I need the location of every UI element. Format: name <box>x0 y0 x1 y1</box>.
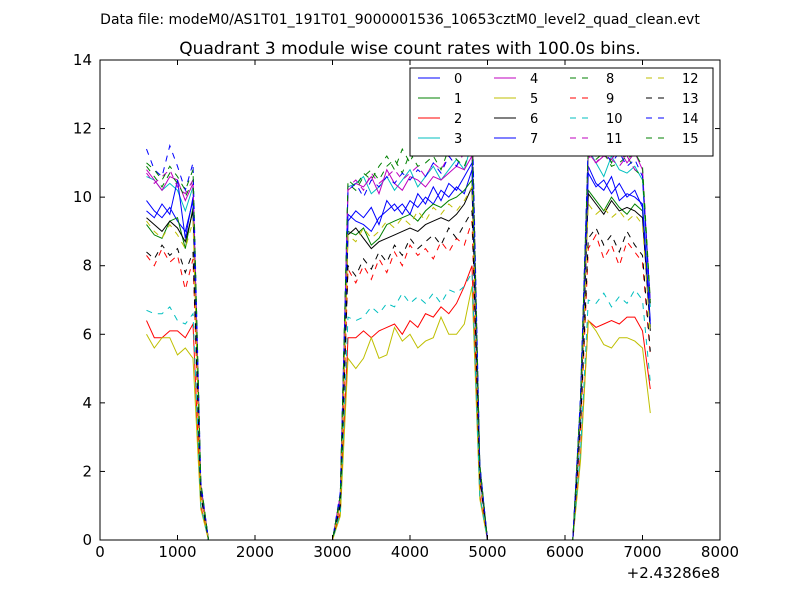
legend-label-8: 8 <box>606 72 614 87</box>
series-line-9 <box>146 220 651 540</box>
y-tick-label: 4 <box>82 394 92 412</box>
legend-label-11: 11 <box>606 132 623 147</box>
legend-label-15: 15 <box>682 132 699 147</box>
x-tick-label: 1000 <box>158 543 196 561</box>
series-line-6 <box>146 186 651 540</box>
series-line-1 <box>146 178 651 540</box>
series-line-0 <box>146 166 651 540</box>
axis-ticks: 0 1000 2000 3000 4000 5000 6000 7000 80000246810… <box>73 51 739 561</box>
series-line-13 <box>146 209 651 540</box>
series-line-11 <box>146 114 651 540</box>
x-tick-label: 2000 <box>236 543 274 561</box>
x-tick-label: 6000 <box>546 543 584 561</box>
series-layer <box>146 104 651 540</box>
y-tick-label: 0 <box>82 531 92 549</box>
legend-label-0: 0 <box>454 72 462 87</box>
legend-label-4: 4 <box>530 72 538 87</box>
x-tick-label: 8000 <box>701 543 739 561</box>
legend-label-14: 14 <box>682 112 699 127</box>
legend-label-3: 3 <box>454 132 462 147</box>
legend-label-7: 7 <box>530 132 538 147</box>
y-tick-label: 14 <box>73 51 92 69</box>
legend-label-5: 5 <box>530 92 538 107</box>
legend-label-2: 2 <box>454 112 462 127</box>
series-line-4 <box>146 148 651 540</box>
x-tick-label: 0 <box>95 543 105 561</box>
legend-label-1: 1 <box>454 92 462 107</box>
series-line-15 <box>146 124 651 540</box>
series-line-10 <box>146 270 651 540</box>
series-line-12 <box>146 185 651 540</box>
legend-label-10: 10 <box>606 112 623 127</box>
legend-box <box>409 67 714 157</box>
figure-suptitle: Data file: modeM0/AS1T01_191T01_90000015… <box>100 12 700 28</box>
y-tick-label: 8 <box>82 257 92 275</box>
series-line-8 <box>146 143 651 540</box>
series-line-14 <box>146 104 651 540</box>
y-tick-label: 10 <box>73 188 92 206</box>
legend-label-6: 6 <box>530 112 538 127</box>
series-line-7 <box>146 161 651 540</box>
legend-label-9: 9 <box>606 92 614 107</box>
x-tick-label: 4000 <box>391 543 429 561</box>
legend-label-13: 13 <box>682 92 699 107</box>
x-tick-label: 5000 <box>468 543 506 561</box>
y-tick-label: 12 <box>73 120 92 138</box>
x-tick-label: 7000 <box>623 543 661 561</box>
x-offset-label: +2.43286e8 <box>627 564 720 582</box>
series-line-5 <box>146 286 651 540</box>
legend-label-12: 12 <box>682 72 699 87</box>
y-tick-label: 6 <box>82 325 92 343</box>
chart-title: Quadrant 3 module wise count rates with … <box>179 39 640 59</box>
series-line-3 <box>146 142 651 540</box>
x-tick-label: 3000 <box>313 543 351 561</box>
series-line-2 <box>146 265 651 540</box>
y-tick-label: 2 <box>82 462 92 480</box>
